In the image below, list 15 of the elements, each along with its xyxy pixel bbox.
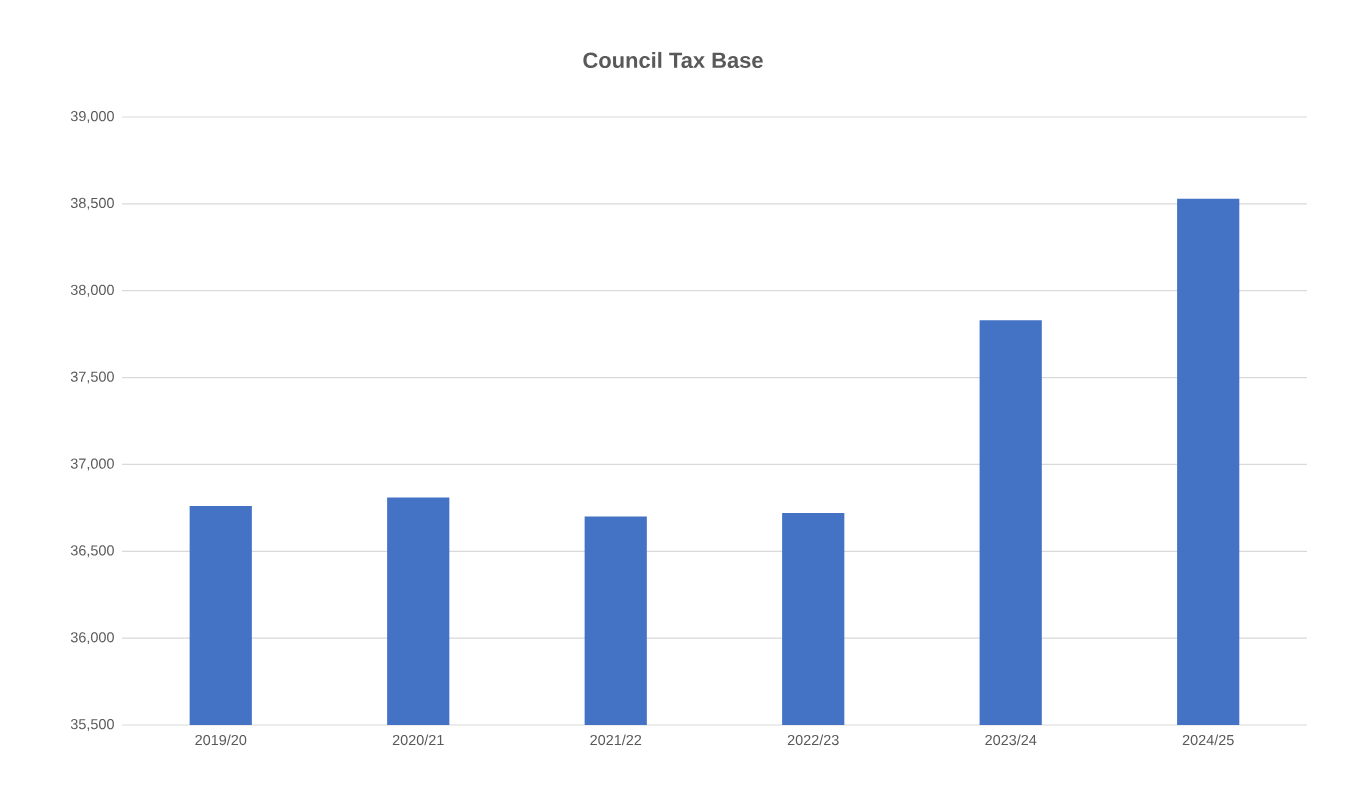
y-tick-label: 37,500 bbox=[70, 371, 114, 384]
chart-title: Council Tax Base bbox=[583, 51, 763, 69]
y-tick-label: 39,000 bbox=[70, 111, 114, 123]
x-tick-label: 2022/23 bbox=[787, 734, 839, 746]
y-tick-label: 37,000 bbox=[70, 458, 114, 471]
y-tick-label: 36,000 bbox=[70, 632, 114, 645]
y-tick-label: 35,500 bbox=[70, 719, 114, 731]
y-tick-label: 38,500 bbox=[70, 197, 114, 210]
x-tick-label: 2024/25 bbox=[1182, 734, 1234, 746]
x-tick-label: 2020/21 bbox=[392, 734, 444, 746]
x-tick-label: 2021/22 bbox=[590, 734, 642, 746]
x-tick-label: 2019/20 bbox=[195, 734, 247, 746]
y-tick-label: 38,000 bbox=[70, 284, 114, 297]
x-tick-label: 2023/24 bbox=[985, 734, 1037, 746]
y-tick-label: 36,500 bbox=[70, 545, 114, 558]
